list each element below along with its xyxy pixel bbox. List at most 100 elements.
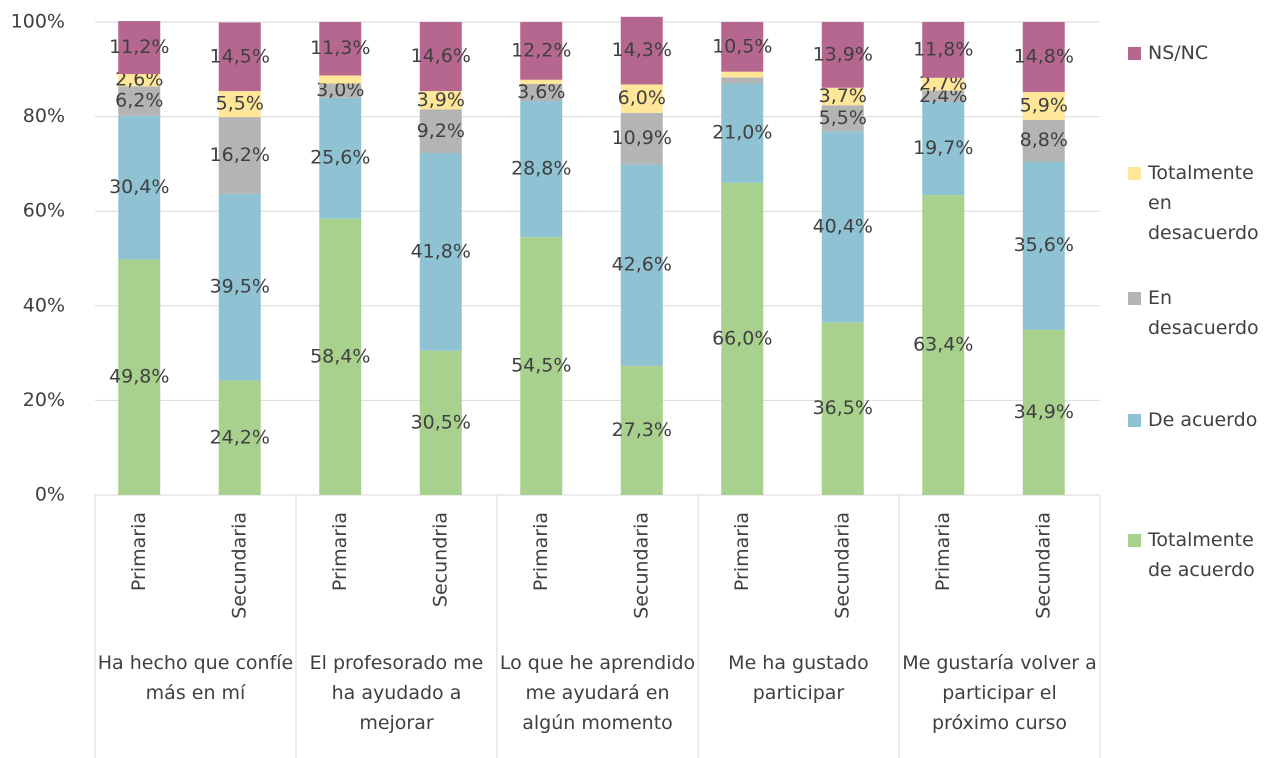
bar-segment <box>319 75 362 84</box>
bar-segment <box>218 117 261 194</box>
bar-segment <box>721 182 764 495</box>
legend-swatch <box>1128 292 1141 305</box>
bar-segment <box>118 21 161 75</box>
bar-segment <box>118 259 161 495</box>
bar-segment <box>721 77 764 84</box>
bar-segment <box>821 322 864 495</box>
bar-segment <box>1022 329 1065 495</box>
legend-label: Totalmente en desacuerdo <box>1148 162 1259 244</box>
data-label: 6,2% <box>115 89 163 111</box>
bar-segment <box>218 91 261 118</box>
data-label: 39,5% <box>210 276 270 298</box>
data-label: 14,5% <box>210 45 270 67</box>
legend-swatch <box>1128 47 1141 60</box>
x-tick-label: Secundria <box>429 512 451 607</box>
bar-segment <box>922 90 965 102</box>
data-label: 5,5% <box>216 93 264 115</box>
bar-segment <box>118 86 161 116</box>
data-label: 9,2% <box>417 120 465 142</box>
bar-segment <box>821 87 864 106</box>
legend-swatch <box>1128 414 1141 427</box>
bar-segment <box>721 83 764 183</box>
x-tick-label: Primaria <box>932 512 954 591</box>
bar-segment <box>218 193 261 381</box>
bar-segment <box>319 218 362 495</box>
group-label: Me gustaría volver a participar el próxi… <box>902 652 1097 734</box>
bar-segment <box>620 16 663 85</box>
x-tick-label: Primaria <box>128 512 150 591</box>
bar-segment <box>319 83 362 98</box>
bar-segment <box>922 22 965 78</box>
x-tick-label: Secundaria <box>831 512 853 619</box>
x-tick-label: Secundaria <box>1032 512 1054 619</box>
bar-segment <box>520 83 563 101</box>
bar-segment <box>419 91 462 110</box>
data-label: 16,2% <box>210 144 270 166</box>
y-tick-label: 0% <box>35 484 65 506</box>
group-label: El profesorado me ha ayudado a mejorar <box>309 652 484 734</box>
data-label: 36,5% <box>813 397 873 419</box>
bar-segment <box>1022 92 1065 120</box>
data-label: 21,0% <box>712 122 772 144</box>
legend-label: NS/NC <box>1148 42 1209 64</box>
data-label: 66,0% <box>712 327 772 349</box>
bar-segment <box>419 153 462 351</box>
data-label: 3,9% <box>417 89 465 111</box>
bar-segment <box>520 237 563 495</box>
bar-segment <box>922 195 965 496</box>
data-label: 2,7% <box>919 73 967 95</box>
x-tick-label: Primaria <box>530 512 552 591</box>
data-label: 19,7% <box>913 137 973 159</box>
group-label: Me ha gustado participar <box>728 652 869 704</box>
legend-swatch <box>1128 167 1141 180</box>
bar-segment <box>319 97 362 219</box>
legend-swatch <box>1128 534 1141 547</box>
data-label: 2,6% <box>115 69 163 91</box>
data-label: 28,8% <box>511 158 571 180</box>
bar-segment <box>520 100 563 238</box>
legend-label: En desacuerdo <box>1148 287 1259 339</box>
bar-segment <box>1022 119 1065 162</box>
data-label: 30,5% <box>411 411 471 433</box>
legend-label: Totalmente de acuerdo <box>1148 529 1255 581</box>
data-label: 10,9% <box>612 127 672 149</box>
data-label: 8,8% <box>1020 129 1068 151</box>
x-tick-label: Secundaria <box>228 512 250 619</box>
bar-segment <box>620 112 663 165</box>
data-label: 54,5% <box>511 355 571 377</box>
data-label: 6,0% <box>618 87 666 109</box>
y-tick-label: 40% <box>23 294 65 316</box>
data-label: 3,7% <box>819 85 867 107</box>
bar-segment <box>620 164 663 366</box>
bar-segment <box>721 71 764 78</box>
data-label: 24,2% <box>210 426 270 448</box>
data-label: 3,0% <box>316 79 364 101</box>
bar-segment <box>821 22 864 88</box>
y-tick-label: 100% <box>11 11 65 33</box>
data-label: 63,4% <box>913 334 973 356</box>
data-label: 11,3% <box>310 37 370 59</box>
data-label: 42,6% <box>612 254 672 276</box>
bar-segment <box>1022 22 1065 93</box>
y-tick-label: 20% <box>23 389 65 411</box>
x-tick-label: Primaria <box>329 512 351 591</box>
bar-segment <box>319 22 362 76</box>
data-label: 27,3% <box>612 419 672 441</box>
data-label: 10,5% <box>712 35 772 57</box>
data-label: 5,9% <box>1020 94 1068 116</box>
group-label: Ha hecho que confíe más en mí <box>97 652 294 704</box>
bar-segment <box>620 365 663 495</box>
data-label: 14,3% <box>612 39 672 61</box>
bar-segment <box>520 79 563 84</box>
data-label: 35,6% <box>1014 234 1074 256</box>
bar-segment <box>721 22 764 72</box>
data-label: 58,4% <box>310 345 370 367</box>
bar-segment <box>419 22 462 92</box>
bar-segment <box>620 84 663 113</box>
data-label: 5,5% <box>819 107 867 129</box>
bar-segment <box>419 109 462 154</box>
bar-segment <box>419 350 462 495</box>
data-label: 40,4% <box>813 215 873 237</box>
